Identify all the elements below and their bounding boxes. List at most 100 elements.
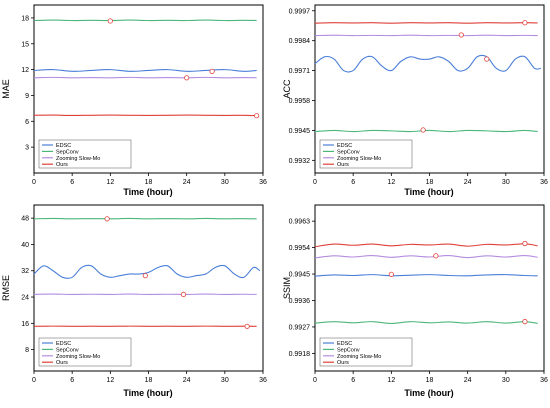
y-axis-label: RMSE — [1, 275, 11, 301]
series-line-sepconv — [315, 322, 538, 324]
series-marker — [421, 128, 425, 132]
x-tick-label: 36 — [540, 179, 548, 186]
y-tick-label: 9 — [25, 93, 29, 100]
series-marker — [523, 241, 527, 245]
x-tick-label: 0 — [313, 179, 317, 186]
x-tick-label: 0 — [32, 179, 36, 186]
x-tick-label: 0 — [313, 377, 317, 384]
series-marker — [434, 254, 438, 258]
legend-entry: EDSC — [337, 143, 352, 149]
y-tick-label: 8 — [25, 347, 29, 354]
legend-entry: Ours — [56, 360, 68, 366]
y-tick-label: 12 — [21, 67, 29, 74]
x-tick-label: 12 — [387, 377, 395, 384]
series-marker — [523, 319, 527, 323]
y-tick-label: 0.9997 — [289, 8, 311, 15]
y-tick-label: 3 — [25, 145, 29, 152]
series-marker — [523, 21, 527, 25]
x-tick-label: 6 — [70, 179, 74, 186]
series-marker — [210, 69, 214, 73]
legend-entry: SepConv — [56, 149, 79, 155]
legend-entry: Zooming Slow-Mo — [56, 156, 100, 162]
x-axis-label: Time (hour) — [123, 388, 172, 398]
x-axis-label: Time (hour) — [123, 187, 172, 197]
series-line-edsc — [315, 275, 538, 276]
y-tick-label: 48 — [21, 216, 29, 223]
x-tick-label: 18 — [145, 377, 153, 384]
x-axis-label: Time (hour) — [404, 187, 453, 197]
series-marker — [105, 217, 109, 221]
legend-entry: Ours — [56, 162, 68, 168]
x-tick-label: 30 — [221, 377, 229, 384]
y-tick-label: 18 — [21, 15, 29, 22]
series-marker — [108, 19, 112, 23]
legend-entry: EDSC — [56, 143, 71, 149]
x-tick-label: 12 — [106, 179, 114, 186]
x-tick-label: 6 — [351, 377, 355, 384]
y-axis-label: ACC — [282, 79, 292, 99]
y-axis-label: SSIM — [282, 277, 292, 299]
x-tick-label: 6 — [70, 377, 74, 384]
legend-entry: Zooming Slow-Mo — [56, 354, 100, 360]
y-tick-label: 0.9963 — [289, 219, 311, 226]
legend-entry: EDSC — [56, 341, 71, 347]
x-tick-label: 30 — [221, 179, 229, 186]
y-tick-label: 40 — [21, 242, 29, 249]
y-axis-label: MAE — [1, 79, 11, 99]
legend-entry: Ours — [337, 162, 349, 168]
x-tick-label: 36 — [259, 179, 267, 186]
series-marker — [459, 33, 463, 37]
x-tick-label: 24 — [183, 179, 191, 186]
y-tick-label: 0.9945 — [289, 128, 311, 135]
x-tick-label: 18 — [426, 377, 434, 384]
x-tick-label: 36 — [259, 377, 267, 384]
y-tick-label: 0.9984 — [289, 38, 311, 45]
legend-entry: EDSC — [337, 341, 352, 347]
x-tick-label: 24 — [464, 179, 472, 186]
y-tick-label: 0.9927 — [289, 324, 311, 331]
series-line-edsc — [34, 70, 257, 72]
x-tick-label: 12 — [387, 179, 395, 186]
y-tick-label: 0.9971 — [289, 68, 311, 75]
x-tick-label: 30 — [502, 377, 510, 384]
series-marker — [254, 114, 258, 118]
series-line-ours — [34, 115, 257, 116]
y-tick-label: 6 — [25, 119, 29, 126]
series-line-zooming-slow-mo — [315, 256, 538, 258]
legend-entry: Ours — [337, 360, 349, 366]
x-tick-label: 18 — [426, 179, 434, 186]
x-tick-label: 12 — [106, 377, 114, 384]
x-axis-label: Time (hour) — [404, 388, 453, 398]
x-tick-label: 6 — [351, 179, 355, 186]
y-tick-label: 15 — [21, 41, 29, 48]
series-marker — [184, 76, 188, 80]
x-tick-label: 24 — [464, 377, 472, 384]
legend-entry: SepConv — [337, 347, 360, 353]
x-tick-label: 36 — [540, 377, 548, 384]
legend-entry: SepConv — [56, 347, 79, 353]
series-line-sepconv — [315, 130, 538, 131]
y-tick-label: 16 — [21, 321, 29, 328]
legend-entry: Zooming Slow-Mo — [337, 156, 381, 162]
series-marker — [245, 324, 249, 328]
series-marker — [143, 273, 147, 277]
series-line-ours — [315, 244, 538, 247]
x-tick-label: 30 — [502, 179, 510, 186]
y-tick-label: 32 — [21, 268, 29, 275]
y-tick-label: 0.9918 — [289, 351, 311, 358]
series-marker — [485, 57, 489, 61]
x-tick-label: 18 — [145, 179, 153, 186]
y-tick-label: 0.9954 — [289, 245, 311, 252]
series-line-edsc — [315, 55, 541, 72]
x-tick-label: 24 — [183, 377, 191, 384]
